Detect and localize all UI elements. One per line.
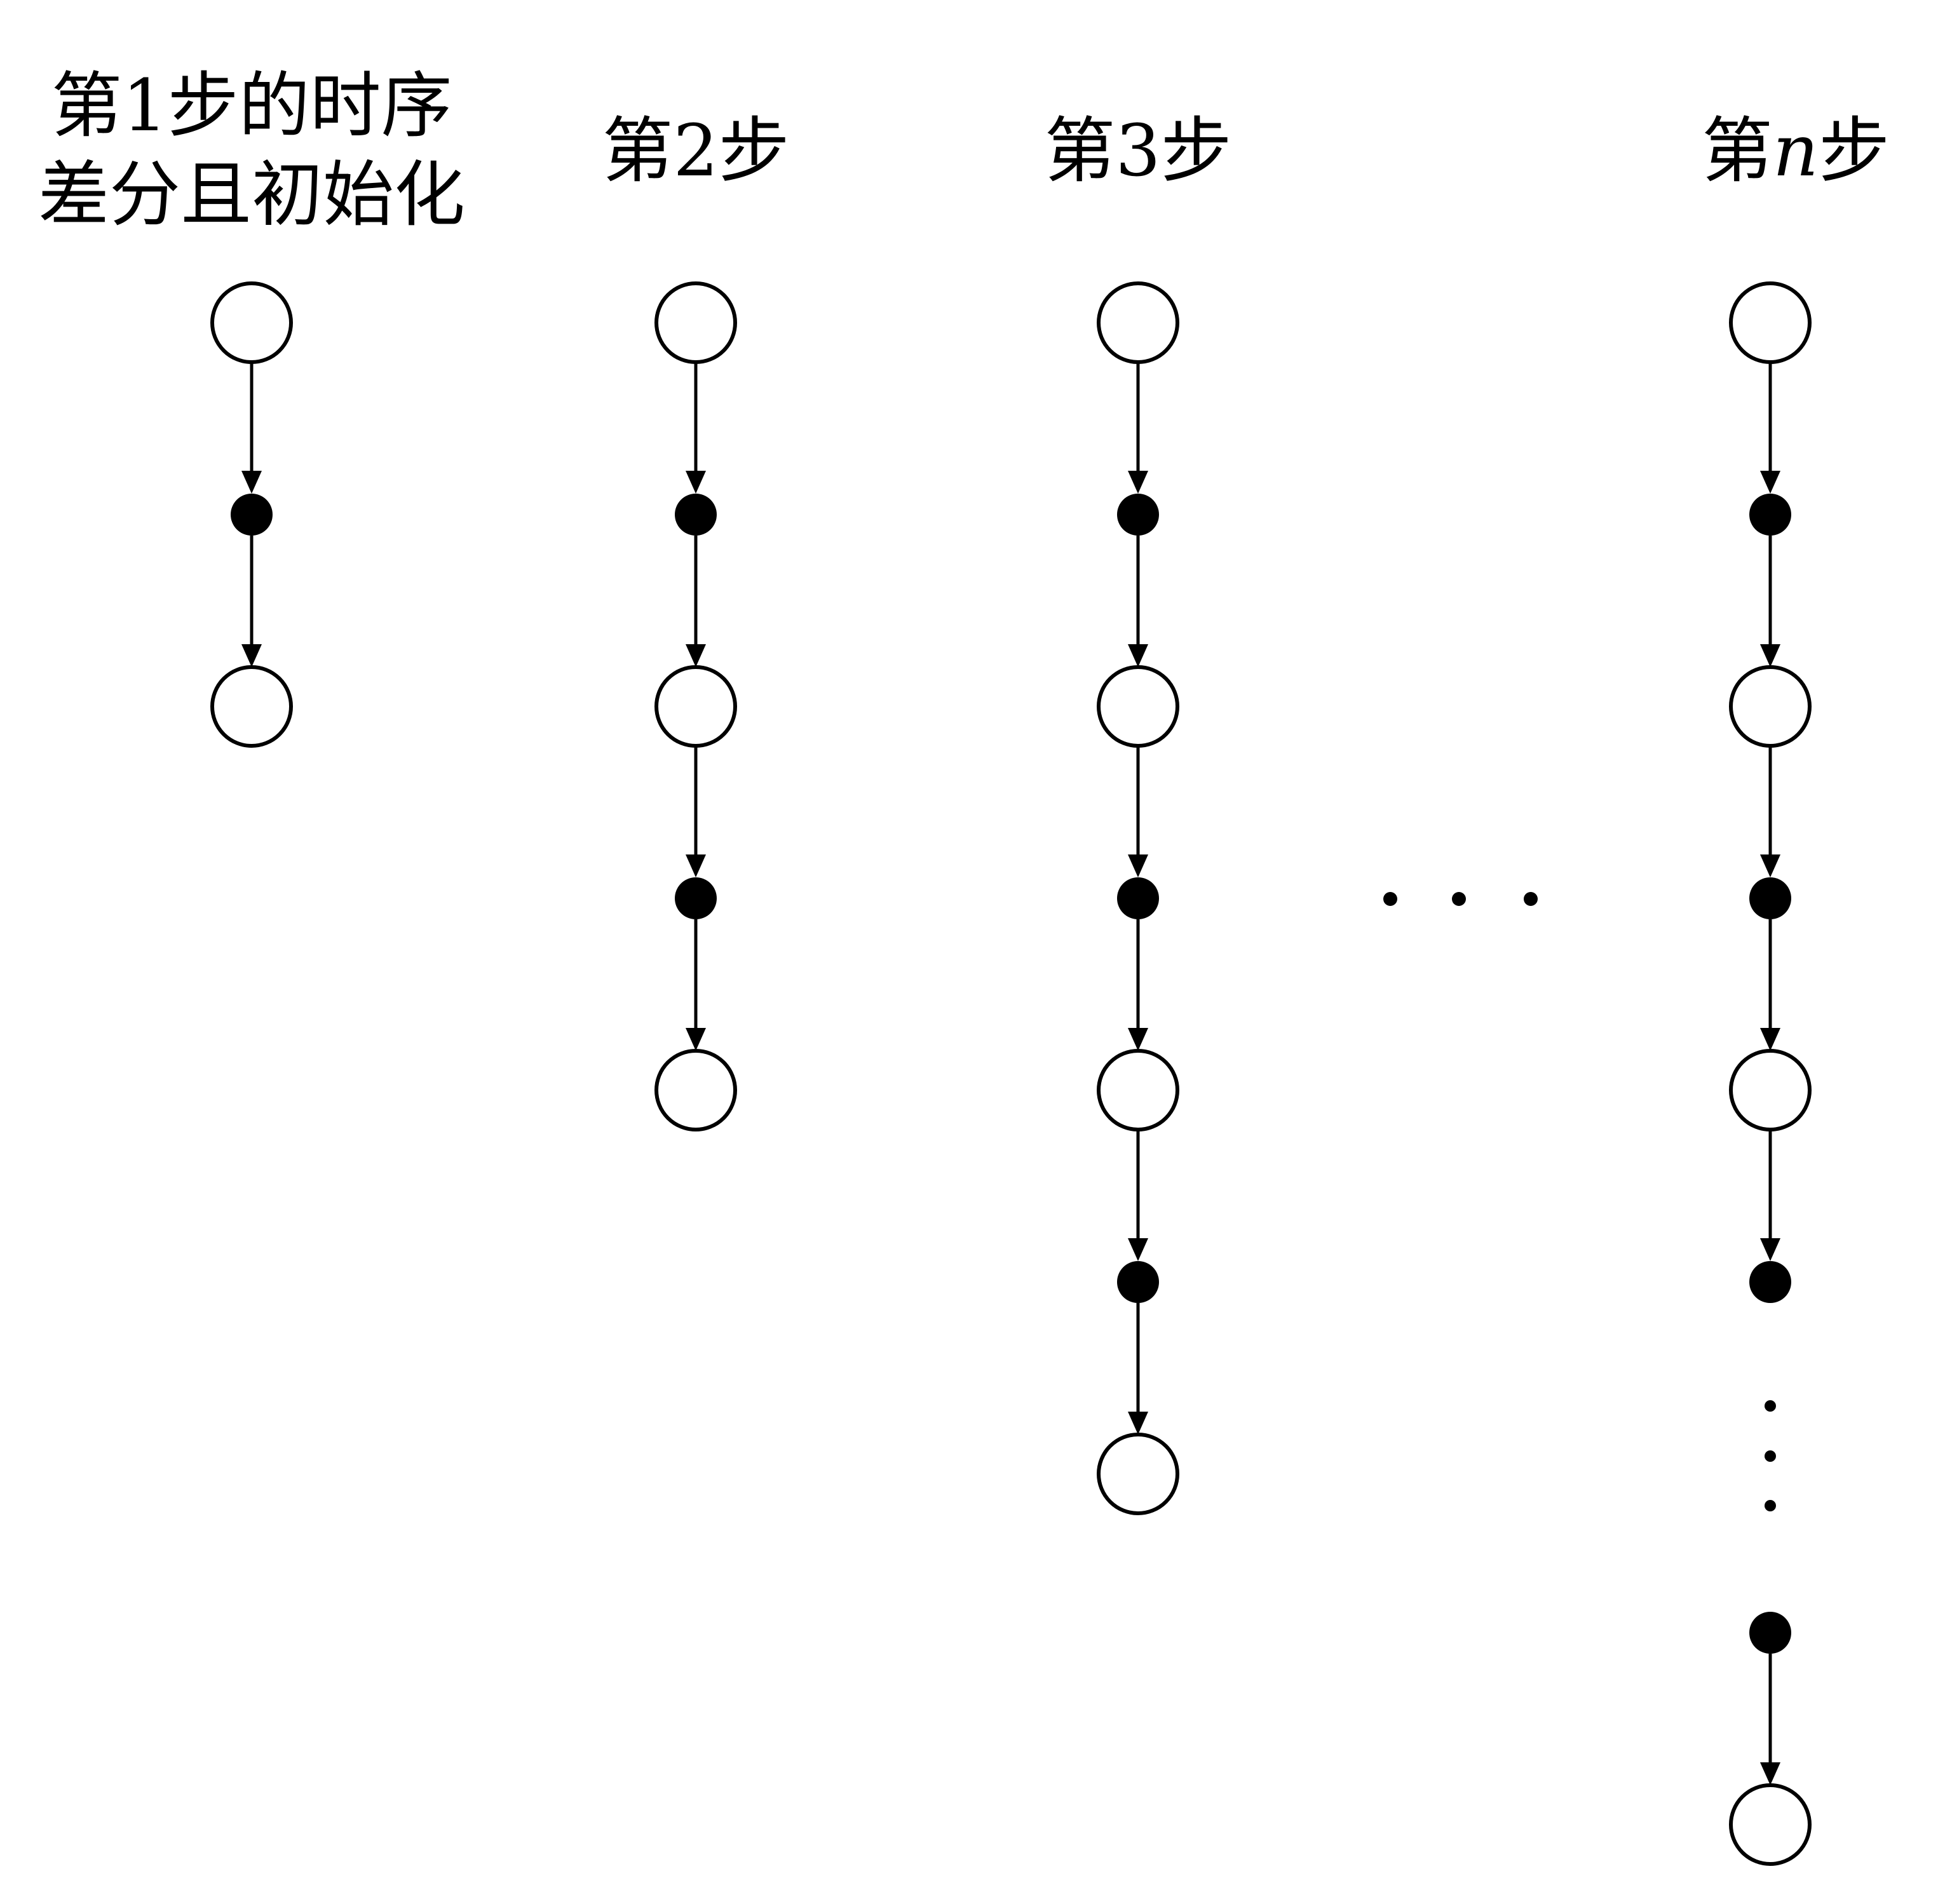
column-4-open-node — [1729, 281, 1812, 364]
horizontal-ellipsis-dot — [1452, 892, 1466, 906]
column-2-open-node — [654, 665, 737, 748]
column-4-filled-node — [1749, 877, 1791, 919]
column-3-open-node — [1097, 665, 1179, 748]
column-2-filled-node — [675, 494, 717, 536]
column-3-title-line-1: 第3步 — [1044, 110, 1232, 192]
column-n-title-suffix: 步 — [1819, 110, 1890, 192]
column-3-filled-node — [1117, 877, 1159, 919]
column-3-title: 第3步 — [1044, 107, 1231, 196]
column-4-edge-head — [1760, 854, 1780, 877]
column-2-edge-head — [686, 471, 706, 494]
column-4-filled-node — [1749, 1261, 1791, 1303]
column-4-filled-node — [1749, 494, 1791, 536]
vertical-ellipsis-dot — [1765, 1500, 1776, 1511]
column-1-edge-head — [241, 644, 262, 667]
column-2-filled-node — [675, 877, 717, 919]
column-3-edge-head — [1128, 1412, 1148, 1435]
column-2-title-line-1: 第2步 — [602, 110, 790, 192]
column-4-filled-node — [1749, 1612, 1791, 1654]
column-4-edge-head — [1760, 471, 1780, 494]
column-4-edge-head — [1760, 1028, 1780, 1051]
column-1-filled-node — [231, 494, 273, 536]
column-n-title: 第n步 — [1702, 107, 1890, 196]
column-1-title-line-2: 差分且初始化 — [38, 154, 465, 236]
column-3-filled-node — [1117, 1261, 1159, 1303]
column-1-edge-head — [241, 471, 262, 494]
column-1-open-node — [210, 665, 293, 748]
column-1-title-line-1: 第1步的时序 — [51, 65, 452, 147]
column-4-open-node — [1729, 1783, 1812, 1866]
column-n-title-var: n — [1772, 110, 1819, 192]
column-1-title: 第1步的时序 差分且初始化 — [38, 62, 465, 240]
vertical-ellipsis-dot — [1765, 1400, 1776, 1412]
column-4-edge-head — [1760, 644, 1780, 667]
vertical-ellipsis-dot — [1765, 1450, 1776, 1462]
column-3-open-node — [1097, 1049, 1179, 1131]
column-2-open-node — [654, 281, 737, 364]
column-3-edge-head — [1128, 471, 1148, 494]
horizontal-ellipsis-dot — [1524, 892, 1538, 906]
column-2-edge-head — [686, 854, 706, 877]
column-4-open-node — [1729, 1049, 1812, 1131]
column-3-open-node — [1097, 281, 1179, 364]
column-2-edge-head — [686, 644, 706, 667]
column-n-title-prefix: 第 — [1701, 110, 1773, 192]
column-4-open-node — [1729, 665, 1812, 748]
column-3-edge-head — [1128, 644, 1148, 667]
column-2-title: 第2步 — [602, 107, 789, 196]
column-3-edge-head — [1128, 854, 1148, 877]
column-2-edge-head — [686, 1028, 706, 1051]
column-4-edge-head — [1760, 1762, 1780, 1785]
column-1-open-node — [210, 281, 293, 364]
column-3-filled-node — [1117, 494, 1159, 536]
column-4-edge-head — [1760, 1238, 1780, 1261]
horizontal-ellipsis-dot — [1383, 892, 1397, 906]
column-2-open-node — [654, 1049, 737, 1131]
column-3-edge-head — [1128, 1028, 1148, 1051]
column-3-edge-head — [1128, 1238, 1148, 1261]
column-3-open-node — [1097, 1433, 1179, 1515]
